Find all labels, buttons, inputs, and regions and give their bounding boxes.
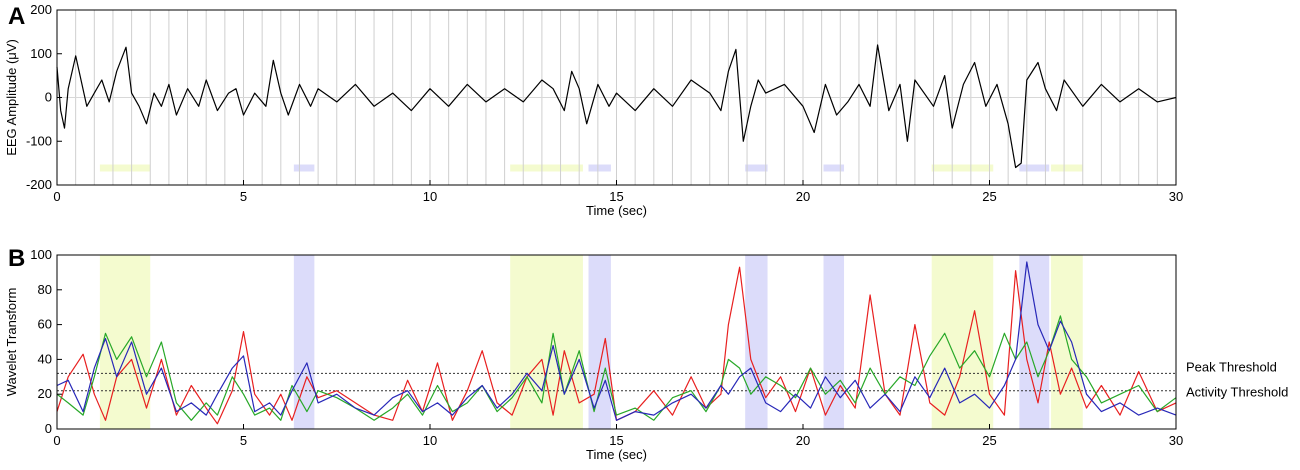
band — [99, 255, 151, 429]
band — [588, 255, 611, 429]
band-group — [99, 164, 1083, 172]
x-tick-label: 15 — [609, 189, 623, 204]
x-tick-label: 30 — [1169, 189, 1183, 204]
x-tick-label: 5 — [240, 189, 247, 204]
y-tick-label: 200 — [30, 2, 52, 17]
y-tick-label: 80 — [38, 282, 52, 297]
x-tick-label: 15 — [609, 433, 623, 448]
x-tick-label: 25 — [982, 189, 996, 204]
x-tick-label: 0 — [53, 189, 60, 204]
y-tick-label: -200 — [26, 177, 52, 192]
y-tick-label: 100 — [30, 247, 52, 262]
band — [931, 255, 994, 429]
x-axis-title: Time (sec) — [586, 447, 647, 462]
y-tick-label: 0 — [45, 421, 52, 436]
panel-letter: B — [8, 245, 25, 272]
y-tick-label: -100 — [26, 133, 52, 148]
x-tick-label: 10 — [423, 189, 437, 204]
x-tick-label: 5 — [240, 433, 247, 448]
series-line — [56, 261, 1177, 421]
band-marker — [588, 164, 611, 172]
band — [510, 255, 583, 429]
x-tick-label: 30 — [1169, 433, 1183, 448]
panel-b: B Peak Threshold Activity Threshold 0 5 10 15 2… — [4, 245, 1288, 462]
threshold-label: Activity Threshold — [1186, 385, 1288, 400]
grid-group — [57, 10, 1176, 185]
y-tick-label: 0 — [45, 90, 52, 105]
x-tick-label: 0 — [53, 433, 60, 448]
y-tick-label: 60 — [38, 317, 52, 332]
band-marker — [1051, 164, 1083, 172]
series-line — [56, 266, 1177, 425]
band-marker — [931, 164, 994, 172]
band — [293, 255, 315, 429]
y-axis-title: Wavelet Transform — [4, 288, 19, 397]
band-marker — [293, 164, 315, 172]
band — [823, 255, 845, 429]
x-tick-label: 20 — [796, 433, 810, 448]
y-axis-title: EEG Amplitude (μV) — [4, 39, 19, 156]
band — [1019, 255, 1050, 429]
threshold-label: Peak Threshold — [1186, 359, 1277, 374]
band-marker — [745, 164, 768, 172]
band-group — [99, 255, 1083, 429]
panel-a: A 0 5 10 15 20 25 30 -200 -100 0 100 200 Time (sec) EE… — [4, 2, 1183, 218]
y-tick-label: 20 — [38, 386, 52, 401]
x-tick-label: 20 — [796, 189, 810, 204]
series-line — [56, 315, 1177, 421]
x-axis-title: Time (sec) — [586, 203, 647, 218]
y-tick-label: 40 — [38, 351, 52, 366]
x-tick-label: 10 — [423, 433, 437, 448]
x-tick-label: 25 — [982, 433, 996, 448]
band-marker — [1019, 164, 1050, 172]
panel-letter: A — [8, 3, 25, 30]
y-tick-label: 100 — [30, 46, 52, 61]
band-marker — [510, 164, 583, 172]
band — [745, 255, 768, 429]
band-marker — [99, 164, 151, 172]
series-line — [56, 44, 1177, 169]
band-marker — [823, 164, 845, 172]
